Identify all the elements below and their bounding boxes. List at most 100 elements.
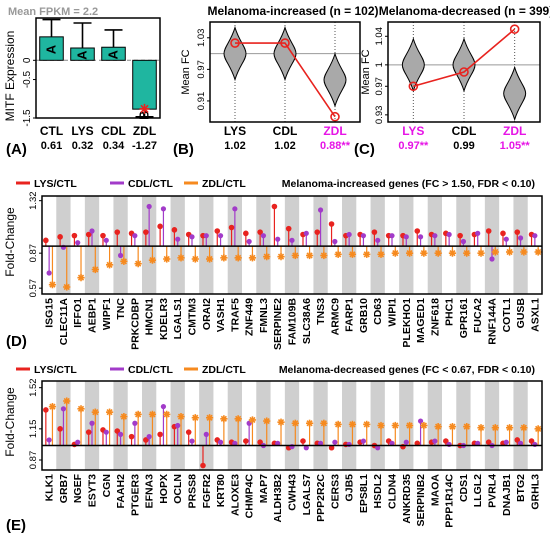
panel-b-title: Melanoma-increased (n = 102) (207, 4, 378, 18)
y-tick-label: 1.32 (28, 191, 39, 210)
y-tick-label: 0.97 (374, 77, 385, 96)
gene-label: CDS1 (458, 474, 470, 502)
gene-label: CHMP4C (244, 474, 256, 519)
lollipop-point (432, 438, 438, 444)
lollipop-point (203, 431, 209, 437)
gene-label: FAM109B (287, 298, 299, 346)
lollipop-point (320, 251, 328, 260)
lollipop-point (348, 250, 357, 258)
gene-label: PRSS8 (187, 474, 199, 509)
lollipop-point (420, 249, 428, 257)
mean-point (330, 111, 340, 122)
panel-d: Melanoma-increased genes (FC > 1.50, FDR… (3, 178, 543, 350)
gene-label: FGFR2 (201, 474, 213, 509)
lollipop-point (534, 425, 542, 433)
x-tick-label: ZDL (503, 124, 526, 138)
lollipop-point (389, 233, 395, 239)
panel-a: Mean FPKM = 2.2 MITF Expression (A) 0 -0.… (3, 6, 161, 158)
lollipop-point (91, 265, 99, 274)
lollipop-point (375, 445, 381, 451)
lollipop-point (48, 281, 57, 289)
lollipop-point (148, 256, 157, 264)
legend-label: LYS/CTL (34, 364, 77, 376)
lollipop-point (505, 248, 514, 256)
lollipop-point (391, 421, 399, 430)
lollipop-point (243, 230, 249, 237)
lollipop-point (63, 397, 71, 405)
lollipop-point (520, 424, 528, 432)
data-label: 0.61 (41, 140, 62, 152)
lollipop-point (534, 248, 542, 256)
column-band (199, 381, 214, 470)
gene-label: GUSB (515, 298, 527, 329)
gene-label: FMNL3 (258, 298, 270, 333)
lollipop-point (432, 233, 438, 239)
lollipop-point (503, 439, 509, 445)
lollipop-point (85, 231, 92, 238)
group-label: A (106, 49, 121, 59)
lollipop-point (371, 229, 378, 235)
lollipop-point (275, 236, 281, 242)
lollipop-point (443, 438, 449, 444)
lollipop-point (191, 414, 199, 422)
lollipop-point (334, 420, 342, 428)
gene-label: KRT80 (215, 474, 227, 507)
lollipop-point (463, 249, 471, 257)
lollipop-point (48, 402, 57, 411)
panel-c: Melanoma-decreased (n = 399) Mean FC (C)… (354, 4, 550, 158)
lollipop-point (157, 223, 163, 230)
gene-label: PPP1R14C (444, 474, 456, 528)
data-label: 0.99 (453, 140, 474, 152)
gene-label: CGN (101, 474, 113, 497)
lollipop-point (114, 229, 121, 235)
lollipop-point (43, 237, 49, 244)
gene-label: TNS3 (315, 298, 327, 325)
y-tick-label: 1.04 (374, 27, 385, 46)
lollipop-point (263, 253, 271, 261)
lollipop-point (532, 233, 538, 239)
data-label: 0.34 (103, 140, 125, 152)
lollipop-point (289, 237, 295, 243)
column-band (142, 381, 157, 470)
lollipop-point (417, 418, 424, 424)
panel-b-ylabel: Mean FC (180, 49, 192, 94)
y-tick-label: 0.97 (196, 60, 207, 79)
lollipop-point (271, 203, 278, 210)
lollipop-point (328, 444, 335, 451)
data-label: 0.97** (398, 140, 429, 152)
lollipop-point (77, 274, 85, 282)
x-tick-label: ZDL (133, 124, 156, 138)
gene-label: LGALS1 (172, 298, 184, 340)
x-tick-label: CTL (40, 124, 63, 138)
y-tick-label: -0.5 (22, 70, 33, 88)
gene-label: PLEKHO1 (401, 298, 413, 348)
lollipop-point (520, 248, 528, 256)
lollipop-point (200, 462, 206, 469)
lollipop-point (185, 429, 192, 435)
gene-label: KDELR3 (158, 298, 170, 340)
gene-label: CD63 (372, 298, 384, 325)
panel-d-title: Melanoma-increased genes (FC > 1.50, FDR… (282, 178, 535, 190)
lollipop-point (391, 249, 399, 257)
lollipop-point (303, 230, 309, 236)
gene-label: ARMC9 (329, 298, 341, 335)
lollipop-point (117, 431, 124, 437)
gene-label: MAGED1 (415, 298, 427, 343)
gene-label: COTL1 (501, 298, 513, 333)
lollipop-point (420, 421, 428, 430)
lollipop-point (277, 253, 285, 261)
y-tick-label: 0 (22, 57, 33, 63)
significance-star (139, 103, 150, 114)
lollipop-point (157, 431, 163, 438)
lollipop-point (503, 236, 509, 242)
gene-label: GRHL3 (529, 474, 541, 510)
y-tick-label: 1.52 (28, 378, 39, 397)
legend-label: LYS/CTL (34, 178, 77, 190)
lollipop-point (528, 438, 535, 444)
gene-label: EFNA3 (144, 474, 156, 509)
lollipop-point (205, 255, 214, 263)
lollipop-point (57, 234, 63, 240)
gene-label: SERPINE2 (272, 298, 284, 350)
violin (323, 52, 347, 108)
